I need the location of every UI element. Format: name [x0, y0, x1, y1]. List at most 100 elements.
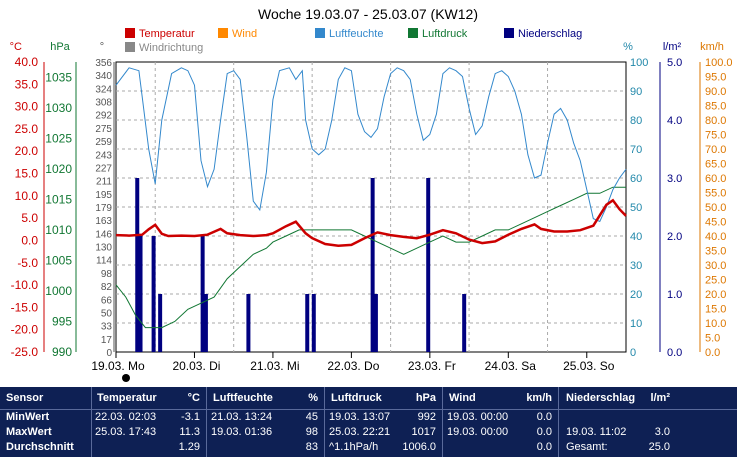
row-label: MaxWert	[6, 426, 52, 438]
temp-tick-label: 0.0	[21, 233, 38, 247]
x-tick-label: 24.03. Sa	[485, 359, 537, 373]
precipitation-bar	[246, 294, 251, 352]
winddir-tick-label: 0	[106, 348, 112, 359]
humidity-tick-label: 90	[630, 86, 642, 98]
precipitation-bar	[373, 294, 378, 352]
wind-tick-label: 30.0	[705, 260, 726, 272]
pressure-value: 1017	[411, 426, 436, 438]
x-tick-label: 23.03. Fr	[408, 359, 456, 373]
legend-item-luftdruck: Luftdruck	[422, 28, 468, 40]
legend: Temperatur Wind Luftfeuchte Luftdruck Nieder…	[125, 28, 582, 54]
wind-tick-label: 25.0	[705, 275, 726, 287]
winddir-tick-label: 195	[95, 190, 112, 201]
temp-tick-label: 15.0	[15, 167, 39, 181]
winddir-tick-label: 211	[96, 177, 112, 188]
pressure-value: 992	[417, 411, 436, 423]
legend-swatch	[218, 28, 228, 38]
precipitation-bar	[370, 178, 375, 352]
pressure-tick-label: 1010	[45, 223, 72, 237]
axis-unit-label: hPa	[50, 41, 70, 53]
axes: 40.0 35.0 30.0 25.0 20.0 15.0 10.0 5.0 0.0 -5.0 -1…	[11, 55, 733, 359]
wind-tick-label: 65.0	[705, 159, 726, 171]
pressure-tick-label: 995	[52, 314, 72, 328]
axis-unit-label: °	[100, 41, 104, 53]
wind-value: 0.0	[536, 441, 552, 453]
winddir-tick-label: 292	[95, 111, 112, 122]
winddir-tick-label: 33	[101, 322, 113, 333]
header-wind: Wind	[449, 392, 476, 404]
legend-swatch	[125, 42, 135, 52]
wind-tick-label: 90.0	[705, 86, 726, 98]
winddir-tick-label: 340	[95, 71, 112, 82]
pressure-tick-label: 1020	[45, 162, 72, 176]
stats-table: Sensor Temperatur °C Luftfeuchte % Luftd…	[0, 387, 737, 457]
winddir-tick-label: 179	[95, 203, 112, 214]
luftdruck-line	[115, 186, 626, 329]
humidity-tick-label: 30	[630, 260, 642, 272]
header-temperatur-unit: °C	[187, 392, 200, 404]
precipitation-bar	[203, 294, 208, 352]
winddir-tick-label: 243	[95, 150, 112, 161]
pressure-tick-label: 1005	[45, 253, 72, 267]
legend-item-temperatur: Temperatur	[139, 28, 195, 40]
winddir-tick-label: 227	[95, 163, 112, 174]
wind-tick-label: 35.0	[705, 246, 726, 258]
wind-tick-label: 15.0	[705, 304, 726, 316]
legend-item-wind: Wind	[232, 28, 257, 40]
wind-tick-label: 85.0	[705, 101, 726, 113]
winddir-tick-label: 114	[96, 256, 112, 267]
rain-tick-label: 2.0	[667, 231, 682, 243]
humidity-time: 19.03. 01:36	[211, 426, 273, 438]
time-marker-icon	[122, 374, 130, 382]
temp-tick-label: 35.0	[15, 77, 39, 91]
humidity-tick-label: 100	[630, 57, 648, 69]
precipitation-bar	[138, 236, 143, 352]
humidity-value: 83	[305, 441, 318, 453]
winddir-tick-label: 82	[101, 282, 113, 293]
wind-tick-label: 45.0	[705, 217, 726, 229]
wind-tick-label: 40.0	[705, 231, 726, 243]
winddir-tick-label: 146	[95, 229, 112, 240]
humidity-tick-label: 80	[630, 115, 642, 127]
header-niederschlag: Niederschlag	[566, 392, 636, 404]
rain-tick-label: 1.0	[667, 289, 682, 301]
row-label: Durchschnitt	[6, 441, 74, 453]
winddir-tick-label: 17	[101, 335, 113, 346]
pressure-tick-label: 1000	[45, 284, 72, 298]
wind-value: 0.0	[536, 411, 552, 423]
pressure-time: 19.03. 13:07	[329, 411, 391, 423]
rain-time: 19.03. 11:02	[566, 426, 627, 438]
pressure-tick-label: 1030	[45, 101, 72, 115]
wind-tick-label: 5.0	[705, 333, 720, 345]
precipitation-bar	[426, 178, 431, 352]
x-tick-label: 22.03. Do	[327, 359, 379, 373]
temp-time: 25.03. 17:43	[95, 426, 157, 438]
rain-tick-label: 5.0	[667, 57, 682, 69]
humidity-tick-label: 10	[630, 318, 642, 330]
temp-tick-label: -5.0	[17, 256, 38, 270]
wind-tick-label: 95.0	[705, 72, 726, 84]
rain-value: 3.0	[654, 426, 670, 438]
wind-tick-label: 80.0	[705, 115, 726, 127]
axis-unit-label: %	[623, 41, 633, 53]
x-axis-labels: 19.03. Mo 20.03. Di 21.03. Mi 22.03. Do 23.0…	[91, 352, 615, 373]
wind-tick-label: 100.0	[705, 57, 733, 69]
header-sensor: Sensor	[6, 392, 44, 404]
wind-tick-label: 70.0	[705, 144, 726, 156]
pressure-time: ^1.1hPa/h	[329, 441, 379, 453]
precipitation-bar	[305, 294, 310, 352]
luftfeuchte-line	[115, 67, 627, 223]
humidity-tick-label: 70	[630, 144, 642, 156]
axis-unit-label: °C	[10, 41, 22, 53]
precipitation-bar	[158, 294, 163, 352]
precipitation-bar	[200, 236, 205, 352]
temp-tick-label: 5.0	[21, 211, 38, 225]
x-tick-label: 21.03. Mi	[250, 359, 299, 373]
humidity-time: 21.03. 13:24	[211, 411, 273, 423]
winddir-tick-label: 66	[101, 295, 113, 306]
header-temperatur: Temperatur	[97, 392, 157, 404]
weather-chart: Woche 19.03.07 - 25.03.07 (KW12) Tempera…	[10, 6, 733, 382]
rain-tick-label: 3.0	[667, 173, 682, 185]
axis-units: °C hPa °% l/m² km/h	[10, 41, 724, 53]
wind-value: 0.0	[536, 426, 552, 438]
